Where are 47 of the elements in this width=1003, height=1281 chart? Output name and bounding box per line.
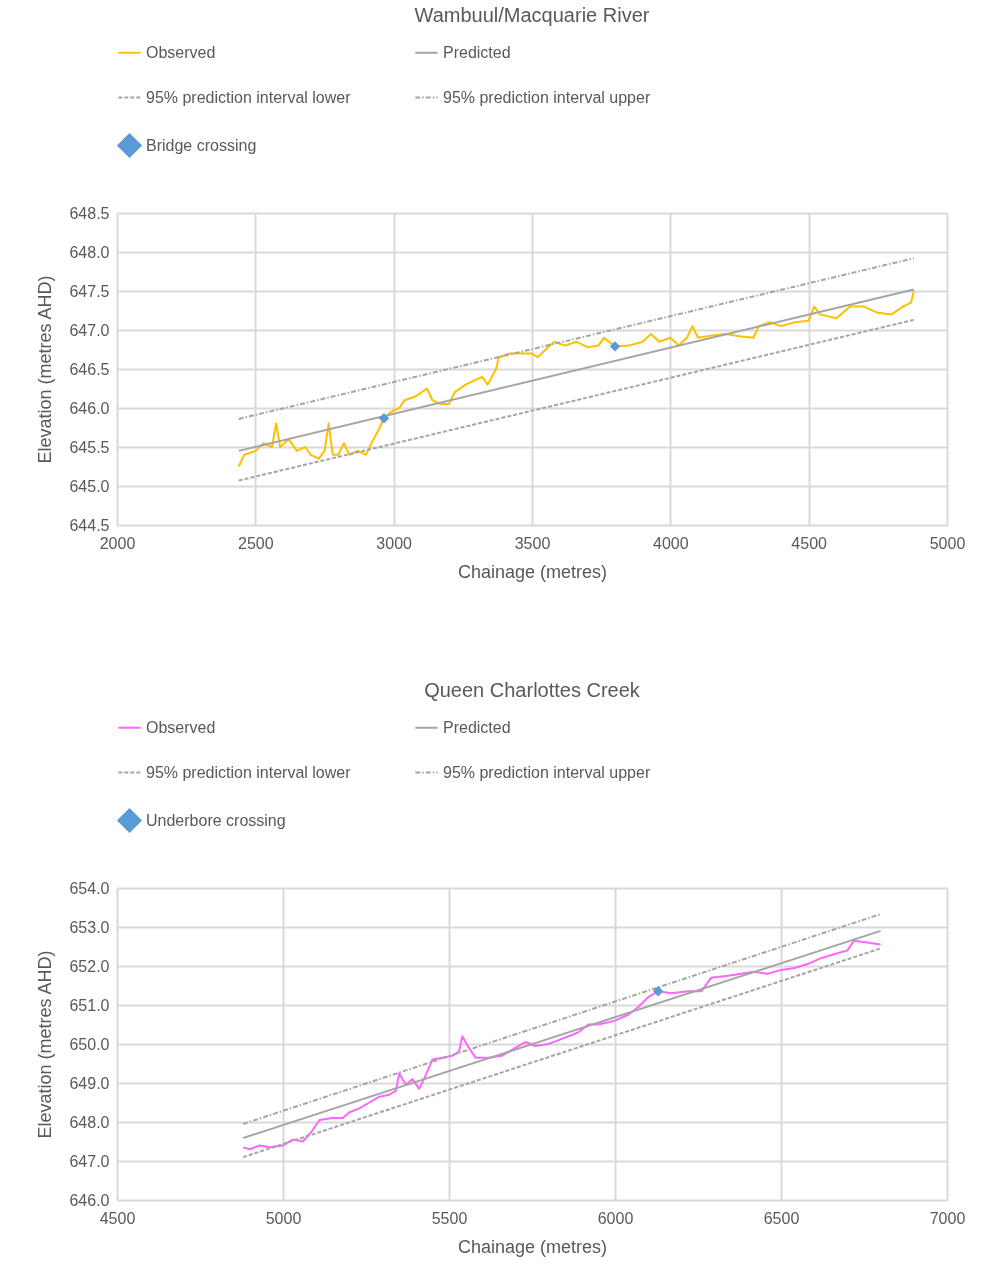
y-tick-label: 644.5 [69, 516, 110, 534]
y-tick-label: 647.0 [69, 1152, 110, 1170]
y-tick-label: 654.0 [69, 879, 110, 897]
y-tick-label: 653.0 [69, 918, 110, 936]
legend-label: Underbore crossing [146, 811, 286, 829]
legend-label: 95% prediction interval upper [443, 763, 651, 781]
x-axis-title: Chainage (metres) [457, 1236, 608, 1257]
y-tick-label: 647.5 [69, 282, 110, 300]
y-tick-label: 652.0 [69, 957, 110, 975]
y-tick-label: 651.0 [69, 996, 110, 1014]
x-tick-label: 3500 [514, 534, 551, 552]
y-tick-label: 648.5 [69, 204, 110, 222]
legend-label: Bridge crossing [146, 136, 257, 154]
legend-label: 95% prediction interval lower [146, 88, 352, 106]
legend-label: Predicted [443, 718, 511, 736]
x-tick-label: 2500 [238, 534, 274, 552]
chart-title: Wambuul/Macquarie River [414, 4, 650, 26]
y-tick-label: 646.5 [69, 360, 110, 378]
y-tick-label: 645.5 [69, 438, 110, 456]
chart-title: Queen Charlottes Creek [424, 679, 641, 701]
y-axis-title: Elevation (metres AHD) [35, 950, 56, 1139]
x-tick-label: 4500 [791, 534, 828, 552]
y-tick-label: 645.0 [69, 477, 110, 495]
x-tick-label: 2000 [99, 534, 136, 552]
x-tick-label: 5000 [265, 1209, 302, 1227]
x-tick-label: 4000 [653, 534, 689, 552]
x-tick-label: 5000 [929, 534, 966, 552]
y-tick-label: 648.0 [69, 243, 110, 261]
y-tick-label: 646.0 [69, 399, 110, 417]
x-axis-title: Chainage (metres) [457, 561, 608, 582]
y-tick-label: 648.0 [69, 1113, 110, 1131]
x-tick-label: 4500 [99, 1209, 136, 1227]
y-tick-label: 646.0 [69, 1191, 110, 1209]
y-tick-label: 649.0 [69, 1074, 110, 1092]
x-tick-label: 5500 [431, 1209, 468, 1227]
x-tick-label: 6000 [597, 1209, 634, 1227]
x-tick-label: 3000 [376, 534, 413, 552]
legend-label: Observed [146, 43, 216, 61]
legend-label: 95% prediction interval lower [146, 763, 352, 781]
y-axis-title: Elevation (metres AHD) [35, 275, 56, 464]
legend-label: Predicted [443, 43, 511, 61]
legend-label: 95% prediction interval upper [443, 88, 651, 106]
x-tick-label: 7000 [929, 1209, 966, 1227]
y-tick-label: 647.0 [69, 321, 110, 339]
legend-label: Observed [146, 718, 216, 736]
x-tick-label: 6500 [763, 1209, 800, 1227]
y-tick-label: 650.0 [69, 1035, 110, 1053]
